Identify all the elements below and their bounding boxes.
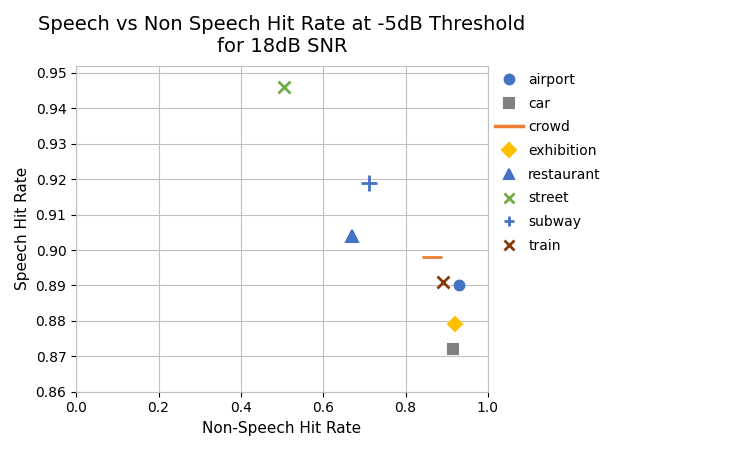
Y-axis label: Speech Hit Rate: Speech Hit Rate — [15, 167, 30, 290]
Legend: airport, car, crowd, exhibition, restaurant, street, subway, train: airport, car, crowd, exhibition, restaur… — [495, 73, 601, 253]
X-axis label: Non-Speech Hit Rate: Non-Speech Hit Rate — [203, 421, 361, 436]
Title: Speech vs Non Speech Hit Rate at -5dB Threshold
for 18dB SNR: Speech vs Non Speech Hit Rate at -5dB Th… — [38, 15, 526, 56]
